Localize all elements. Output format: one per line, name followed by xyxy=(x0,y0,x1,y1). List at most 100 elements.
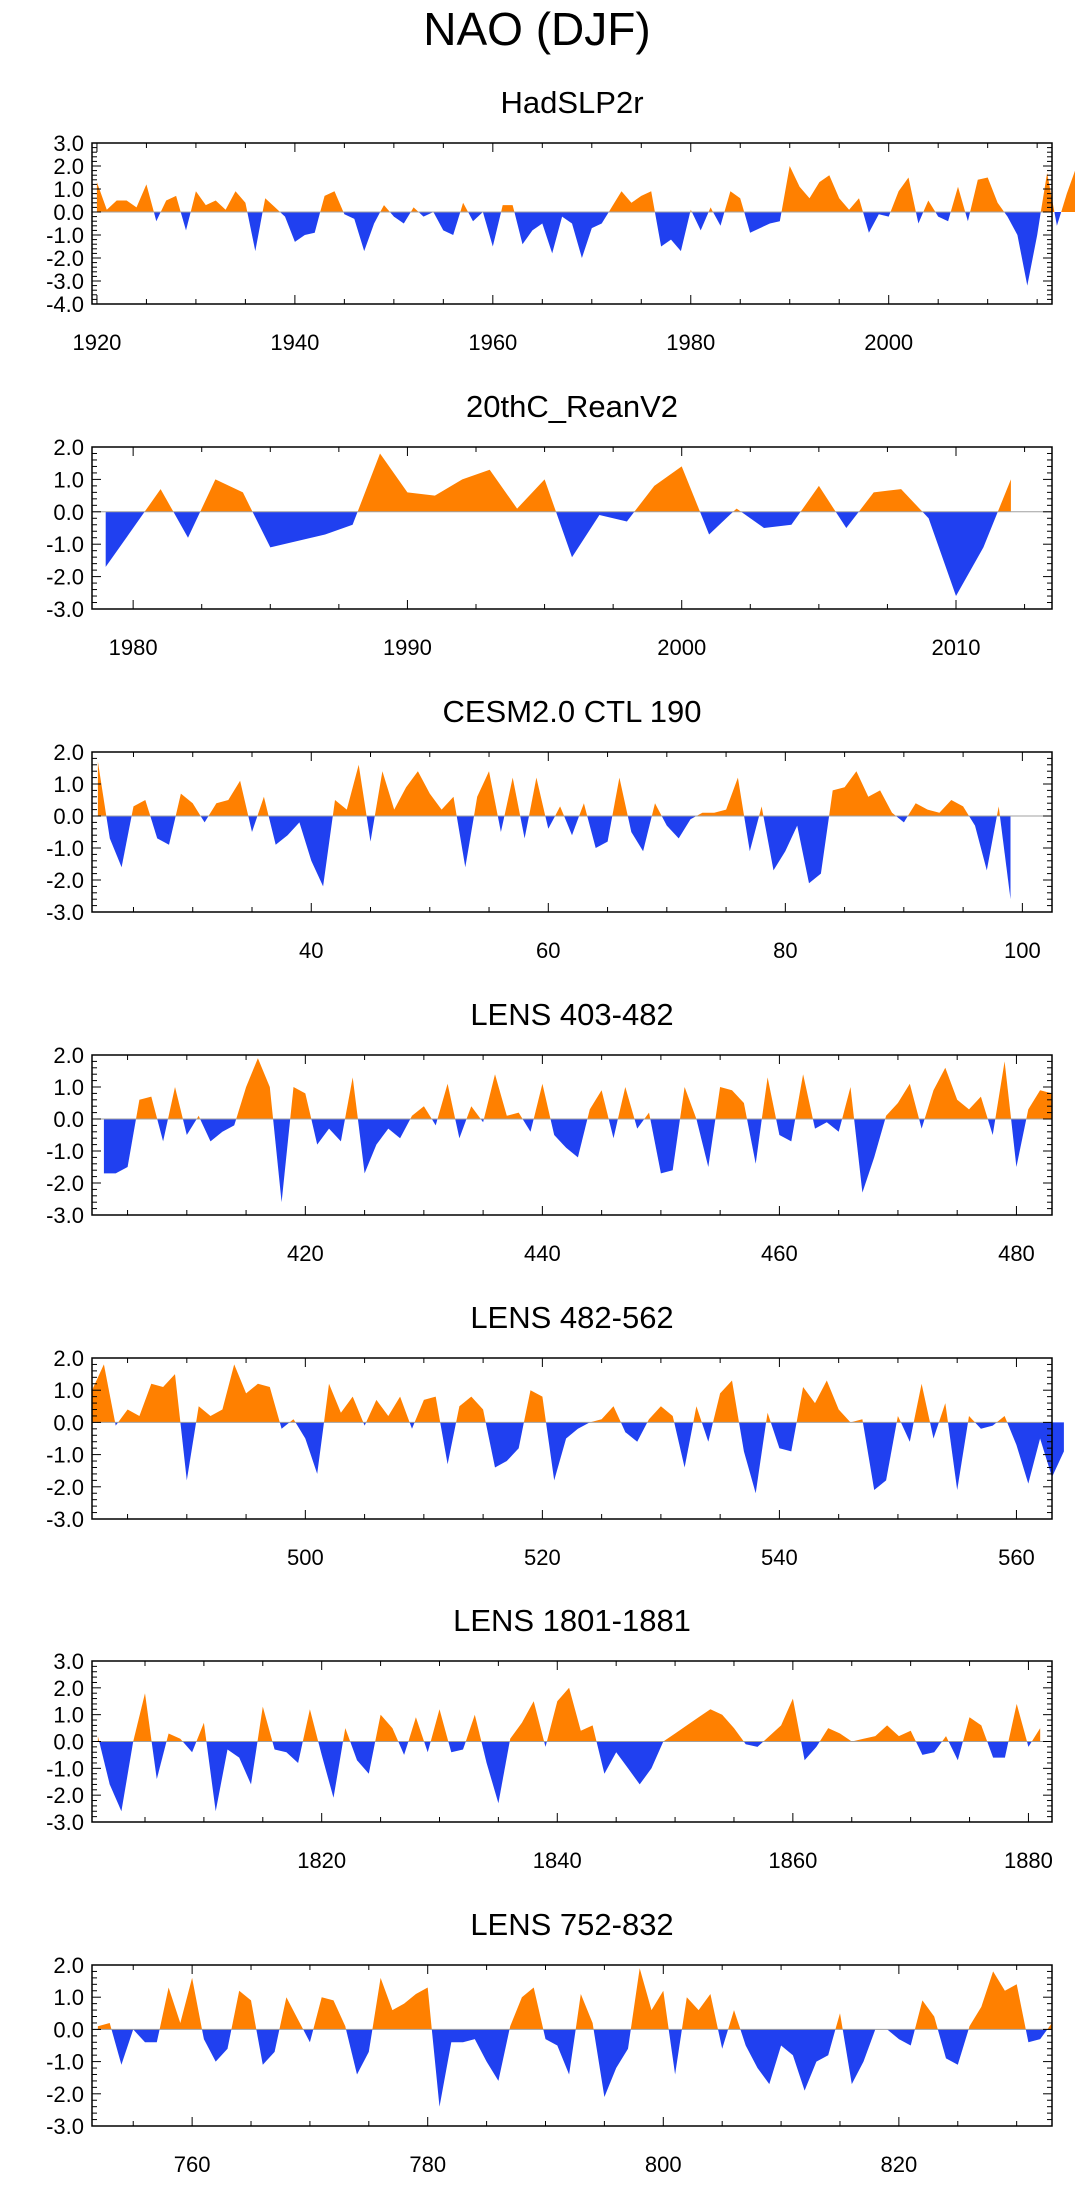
y-tick-label: -1.0 xyxy=(46,836,84,861)
positive-area xyxy=(504,777,521,816)
x-tick-label: 500 xyxy=(287,1545,324,1570)
chart-panel: LENS 482-562 2.0 1.0 0.0 -1.0 -2.0 -3.0 500 520 5… xyxy=(46,1300,1064,1570)
negative-area xyxy=(180,1422,197,1481)
y-tick-label: 3.0 xyxy=(53,131,84,156)
positive-area xyxy=(724,191,745,212)
positive-area xyxy=(942,1736,949,1742)
positive-area xyxy=(819,1728,852,1742)
negative-area xyxy=(701,1422,713,1442)
chart-title: LENS 1801-1881 xyxy=(453,1603,691,1638)
positive-area xyxy=(579,803,588,816)
x-tick-label: 1960 xyxy=(468,330,517,355)
x-tick-label: 1880 xyxy=(1004,1848,1053,1873)
negative-area xyxy=(627,816,652,852)
positive-area xyxy=(555,806,565,816)
y-tick-label: 2.0 xyxy=(53,1953,84,1978)
positive-area xyxy=(190,191,248,212)
y-tick-label: 1.0 xyxy=(53,1378,84,1403)
negative-area xyxy=(593,2029,631,2097)
positive-area xyxy=(970,177,1005,212)
positive-area xyxy=(589,1406,621,1423)
negative-area xyxy=(424,1741,431,1753)
positive-area xyxy=(766,1412,771,1423)
negative-area xyxy=(930,1422,939,1439)
positive-area xyxy=(466,1106,481,1119)
negative-area xyxy=(268,816,333,887)
negative-area xyxy=(654,212,691,252)
negative-area xyxy=(544,1741,547,1747)
positive-area xyxy=(647,1406,675,1423)
negative-area xyxy=(1007,1422,1064,1484)
positive-area xyxy=(996,1416,1008,1423)
negative-area xyxy=(812,1119,843,1132)
negative-area xyxy=(863,212,891,233)
positive-area xyxy=(800,485,836,512)
negative-area xyxy=(965,212,971,222)
positive-area xyxy=(907,800,969,816)
negative-area xyxy=(948,1741,963,1761)
negative-area xyxy=(280,212,321,242)
negative-area xyxy=(739,1422,767,1494)
chart-title: LENS 482-562 xyxy=(470,1300,673,1335)
positive-area xyxy=(262,198,280,212)
y-tick-label: -4.0 xyxy=(46,292,84,317)
positive-area xyxy=(414,1396,441,1423)
x-tick-label: 780 xyxy=(409,2152,446,2177)
positive-area xyxy=(890,177,916,212)
y-tick-label: -1.0 xyxy=(46,1756,84,1781)
positive-area xyxy=(144,489,174,512)
negative-area xyxy=(133,2029,160,2043)
y-tick-label: 3.0 xyxy=(53,1649,84,1674)
positive-area xyxy=(728,2010,741,2030)
negative-area xyxy=(922,511,998,596)
positive-area xyxy=(131,800,151,816)
negative-area xyxy=(987,1741,1009,1758)
negative-area xyxy=(151,1741,167,1780)
negative-area xyxy=(343,212,381,252)
x-tick-label: 420 xyxy=(287,1241,324,1266)
figure-title: NAO (DJF) xyxy=(423,3,650,55)
negative-area xyxy=(482,212,502,247)
x-tick-label: 80 xyxy=(773,938,797,963)
negative-area xyxy=(546,1422,590,1481)
positive-area xyxy=(587,1090,609,1119)
positive-area xyxy=(733,508,742,512)
negative-area xyxy=(481,1741,510,1804)
y-tick-label: 0.0 xyxy=(53,1107,84,1132)
negative-area xyxy=(975,1422,997,1429)
positive-area xyxy=(1040,172,1055,212)
negative-area xyxy=(887,2029,915,2046)
negative-area xyxy=(431,1119,438,1126)
chart-panel: HadSLP2r 3.02.01.00.0-1.0-2.0-3.0-4.0 1920… xyxy=(46,85,1075,355)
negative-area xyxy=(111,2029,134,2065)
negative-area xyxy=(522,1119,534,1132)
positive-area xyxy=(1031,1728,1041,1742)
y-tick-label: -3.0 xyxy=(46,900,84,925)
y-tick-label: 2.0 xyxy=(53,740,84,765)
x-tick-label: 1860 xyxy=(768,1848,817,1873)
negative-area xyxy=(835,511,859,528)
positive-area xyxy=(950,186,966,212)
negative-area xyxy=(311,1119,345,1145)
positive-area xyxy=(208,780,249,816)
negative-area xyxy=(915,1741,943,1755)
negative-area xyxy=(776,1119,796,1142)
positive-area xyxy=(796,1380,851,1423)
negative-area xyxy=(674,1422,694,1468)
positive-area xyxy=(608,191,655,212)
positive-area xyxy=(885,1083,920,1119)
negative-area xyxy=(696,1119,716,1167)
negative-area xyxy=(295,1422,324,1474)
positive-area xyxy=(324,1383,364,1423)
y-tick-label: -2.0 xyxy=(46,1475,84,1500)
negative-area xyxy=(668,2029,682,2075)
positive-area xyxy=(136,1096,158,1119)
negative-area xyxy=(99,1741,134,1812)
negative-area xyxy=(480,1119,484,1123)
x-tick-label: 40 xyxy=(299,938,323,963)
positive-area xyxy=(681,1994,718,2030)
negative-area xyxy=(969,816,997,871)
negative-area xyxy=(150,816,176,845)
y-tick-label: -1.0 xyxy=(46,2050,84,2075)
positive-area xyxy=(761,1077,777,1119)
